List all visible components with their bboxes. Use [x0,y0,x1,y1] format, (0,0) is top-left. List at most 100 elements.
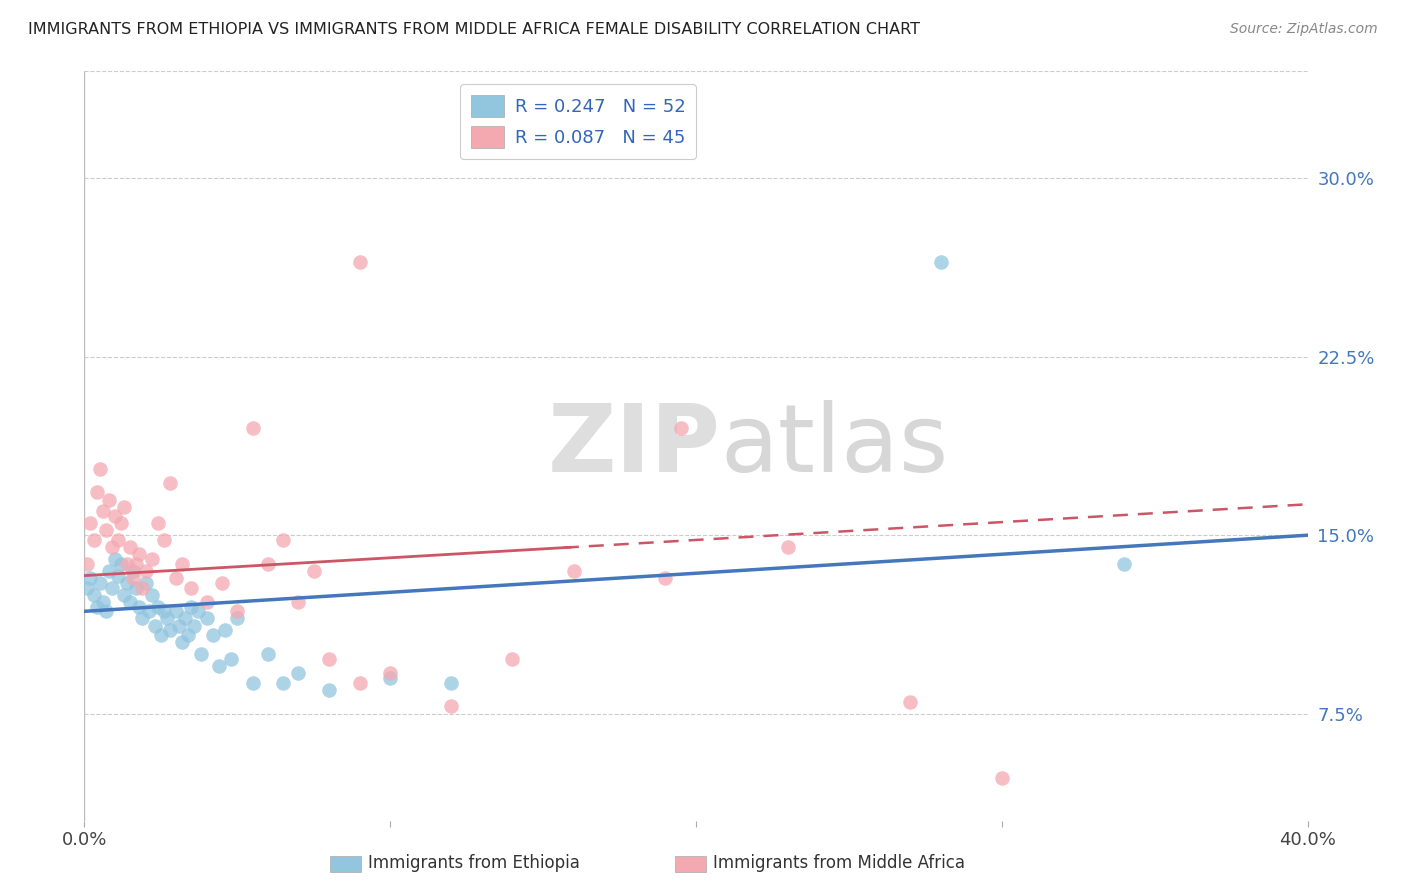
Point [257,557,280,571]
Point [172,557,194,571]
Point [128,547,150,561]
Point [97,564,120,578]
Point [208,659,231,673]
Point [115,557,138,571]
Point [167,618,190,632]
Point [104,552,127,566]
Point [349,675,371,690]
Text: ZIP: ZIP [547,400,720,492]
Point [76,581,98,595]
Point [349,254,371,268]
Point [104,509,127,524]
Point [991,771,1014,785]
Point [146,516,169,531]
Point [214,624,236,638]
Point [226,611,249,625]
Point [131,581,153,595]
Point [183,618,205,632]
Point [174,611,197,625]
Point [89,575,111,590]
Point [101,581,124,595]
Point [195,611,218,625]
Legend: R = 0.247   N = 52, R = 0.087   N = 45: R = 0.247 N = 52, R = 0.087 N = 45 [460,84,696,159]
Point [110,516,132,531]
Point [226,604,249,618]
Point [159,624,181,638]
Point [76,557,98,571]
Point [380,671,402,685]
Point [125,557,148,571]
Point [1114,557,1136,571]
Point [271,533,294,547]
Point [128,599,150,614]
Point [242,675,264,690]
Point [180,581,202,595]
Point [257,647,280,661]
Point [83,533,105,547]
Point [195,595,218,609]
Point [141,588,163,602]
Point [146,599,169,614]
Point [562,564,585,578]
Point [143,618,166,632]
Point [242,421,264,435]
Point [190,647,212,661]
Point [180,599,202,614]
Point [654,571,676,585]
Point [107,533,129,547]
Point [120,540,142,554]
Point [135,564,157,578]
Point [211,575,233,590]
Text: Immigrants from Middle Africa: Immigrants from Middle Africa [713,855,965,872]
Point [153,604,176,618]
Point [219,652,242,666]
Point [91,504,114,518]
Point [929,254,952,268]
Point [122,564,145,578]
Point [153,533,176,547]
Point [115,575,138,590]
Point [79,571,101,585]
Point [302,564,325,578]
Point [502,652,524,666]
Point [898,695,921,709]
Point [201,628,224,642]
Point [380,666,402,681]
Text: atlas: atlas [720,400,949,492]
Text: Source: ZipAtlas.com: Source: ZipAtlas.com [1230,22,1378,37]
Point [112,588,135,602]
Point [110,557,132,571]
Point [440,699,463,714]
Point [112,500,135,514]
Point [669,421,692,435]
Point [89,461,111,475]
Point [287,666,309,681]
Point [156,611,179,625]
Point [122,571,145,585]
Point [287,595,309,609]
Point [165,604,187,618]
Point [159,475,181,490]
Point [172,635,194,649]
Point [101,540,124,554]
Text: IMMIGRANTS FROM ETHIOPIA VS IMMIGRANTS FROM MIDDLE AFRICA FEMALE DISABILITY CORR: IMMIGRANTS FROM ETHIOPIA VS IMMIGRANTS F… [28,22,920,37]
Point [97,492,120,507]
Point [94,524,117,538]
Point [79,516,101,531]
Point [138,604,160,618]
Point [318,682,340,697]
Point [91,595,114,609]
Point [83,588,105,602]
Point [135,575,157,590]
Point [776,540,799,554]
Point [141,552,163,566]
Point [120,595,142,609]
Text: Immigrants from Ethiopia: Immigrants from Ethiopia [368,855,581,872]
Point [318,652,340,666]
Point [186,604,208,618]
Point [440,675,463,690]
Point [131,611,153,625]
Point [125,581,148,595]
Point [86,485,108,500]
Point [177,628,200,642]
